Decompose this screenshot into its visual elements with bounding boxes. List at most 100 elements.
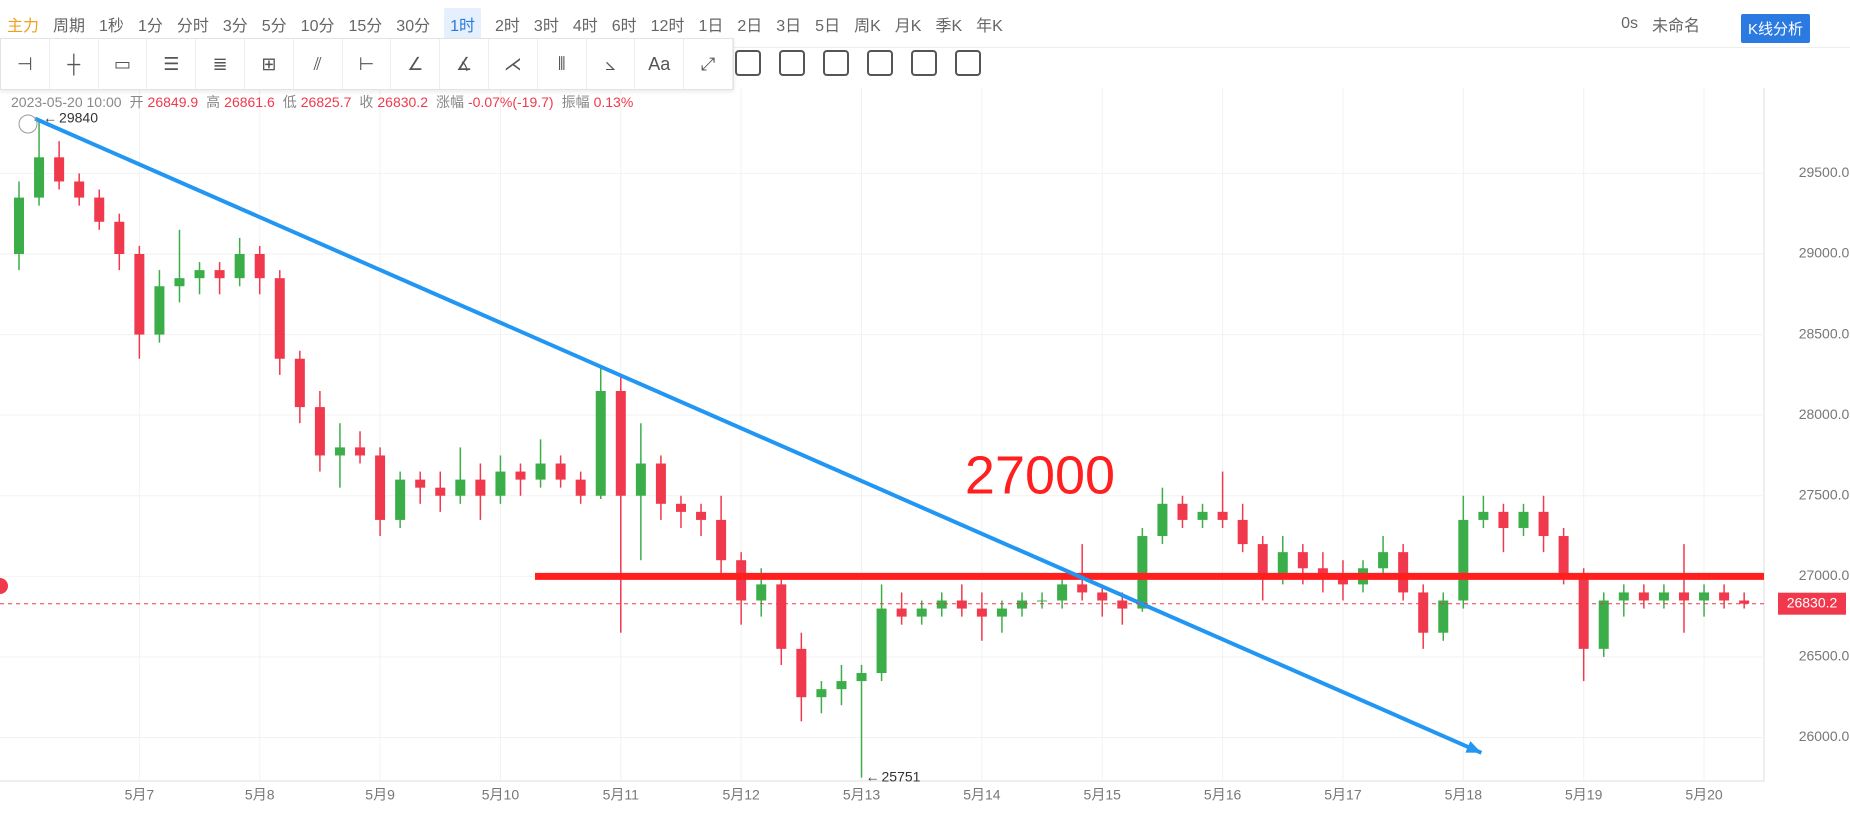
tool[interactable]: ┼: [50, 39, 99, 89]
tool[interactable]: ▭: [99, 39, 148, 89]
period-option[interactable]: 15分: [348, 17, 383, 35]
candle-body: [415, 479, 426, 488]
candle-body: [475, 479, 486, 496]
candle-body: [655, 463, 666, 504]
tool[interactable]: ⊞: [245, 39, 294, 89]
tool[interactable]: [911, 50, 937, 76]
period-option[interactable]: 1时: [444, 7, 482, 40]
tool[interactable]: ∠: [391, 39, 441, 89]
trend-line: [34, 116, 1483, 755]
period-option[interactable]: 5分: [261, 17, 287, 35]
period-option[interactable]: 1秒: [99, 17, 124, 35]
analysis-button[interactable]: K线分析: [1741, 14, 1811, 43]
candle-body: [816, 689, 827, 698]
candle-body: [214, 270, 225, 279]
period-option[interactable]: 6时: [611, 17, 637, 35]
max-label: 29840: [59, 109, 98, 125]
tool[interactable]: ⦣: [587, 39, 636, 89]
info-value: 26861.6: [224, 94, 275, 110]
period-option[interactable]: 1日: [698, 17, 724, 35]
period-option[interactable]: 12时: [650, 17, 685, 35]
info-value: 0.13%: [593, 94, 634, 110]
tool[interactable]: [823, 50, 849, 76]
tool[interactable]: ⋌: [489, 39, 538, 89]
candle-body: [756, 584, 767, 601]
candle-body: [675, 503, 686, 512]
drawing-toolbar: ⊣ ┼ ▭ ☰ ≣ ⊞ ⫽ ⊢ ∠ ∡ ⋌ ⦀ ⦣ Aa ⤢: [0, 38, 734, 90]
arrow: ←: [43, 109, 57, 125]
tool[interactable]: ⊣: [1, 39, 50, 89]
tool[interactable]: ∡: [440, 39, 489, 89]
last-price-label: 26830.2: [1787, 594, 1838, 610]
period-option[interactable]: 5日: [815, 17, 841, 35]
period-option[interactable]: 3日: [776, 17, 802, 35]
period-option[interactable]: 季K: [935, 17, 963, 35]
candle-body: [515, 471, 526, 480]
tool[interactable]: [779, 50, 805, 76]
candle-body: [1518, 511, 1529, 528]
period-option[interactable]: 2日: [737, 17, 763, 35]
period-menu[interactable]: 周期: [53, 17, 86, 35]
info-label: 振幅: [561, 94, 590, 110]
tool[interactable]: [735, 50, 761, 76]
candle-body: [595, 390, 606, 496]
candle-body: [1458, 519, 1469, 601]
tool[interactable]: ⊢: [343, 39, 392, 89]
candle-body: [54, 157, 65, 182]
candle-body: [936, 600, 947, 609]
candle-body: [575, 479, 586, 496]
candle-body: [114, 221, 125, 254]
period-option[interactable]: 2时: [495, 17, 520, 35]
candle-body: [355, 447, 366, 456]
candle-body: [1638, 592, 1649, 601]
candle-body: [154, 286, 165, 335]
tool[interactable]: [867, 50, 893, 76]
tool[interactable]: ≣: [196, 39, 245, 89]
tool[interactable]: ☰: [147, 39, 197, 89]
info-label: 高: [206, 94, 221, 110]
y-tick-label: 29000.0: [1799, 245, 1850, 261]
x-tick-label: 5月11: [603, 787, 640, 803]
candle-body: [1378, 552, 1389, 569]
candle-body: [1739, 600, 1750, 604]
candle-body: [375, 455, 386, 520]
period-option[interactable]: 月K: [894, 17, 922, 35]
period-option[interactable]: 30分: [396, 17, 431, 35]
candle-body: [1057, 584, 1068, 601]
candle-body: [856, 673, 867, 682]
candle-body: [1177, 503, 1188, 520]
period-option[interactable]: 1分: [137, 17, 163, 35]
info-date: 2023-05-20 10:00: [11, 94, 122, 110]
brand[interactable]: 主力: [7, 17, 40, 35]
candle-body: [916, 608, 927, 617]
candle-body: [234, 253, 245, 279]
y-tick-label: 26500.0: [1799, 648, 1850, 664]
min-label: 25751: [882, 768, 921, 784]
candle-body: [1277, 552, 1288, 577]
tool[interactable]: ⦀: [538, 39, 587, 89]
candle-body: [134, 253, 145, 335]
info-value: 26849.9: [147, 94, 199, 110]
candle-body: [696, 511, 707, 520]
candle-body: [635, 463, 646, 496]
candle-body: [174, 278, 185, 287]
x-tick-label: 5月7: [125, 787, 155, 803]
candle-body: [956, 600, 967, 609]
period-option[interactable]: 10分: [300, 17, 335, 35]
text-tool[interactable]: Aa: [635, 39, 685, 89]
candle-body: [896, 608, 907, 617]
period-option[interactable]: 3分: [222, 17, 248, 35]
candle-body: [1598, 600, 1609, 649]
tool[interactable]: ⫽: [294, 39, 343, 89]
period-option[interactable]: 3时: [533, 17, 559, 35]
tool[interactable]: [955, 50, 981, 76]
period-option[interactable]: 周K: [854, 17, 881, 35]
period-option[interactable]: 分时: [176, 17, 209, 35]
tool[interactable]: ⤢: [684, 39, 733, 89]
period-option[interactable]: 4时: [572, 17, 598, 35]
file-name[interactable]: 未命名: [1651, 17, 1700, 35]
candle-body: [836, 681, 847, 690]
period-option[interactable]: 年K: [976, 17, 1003, 35]
